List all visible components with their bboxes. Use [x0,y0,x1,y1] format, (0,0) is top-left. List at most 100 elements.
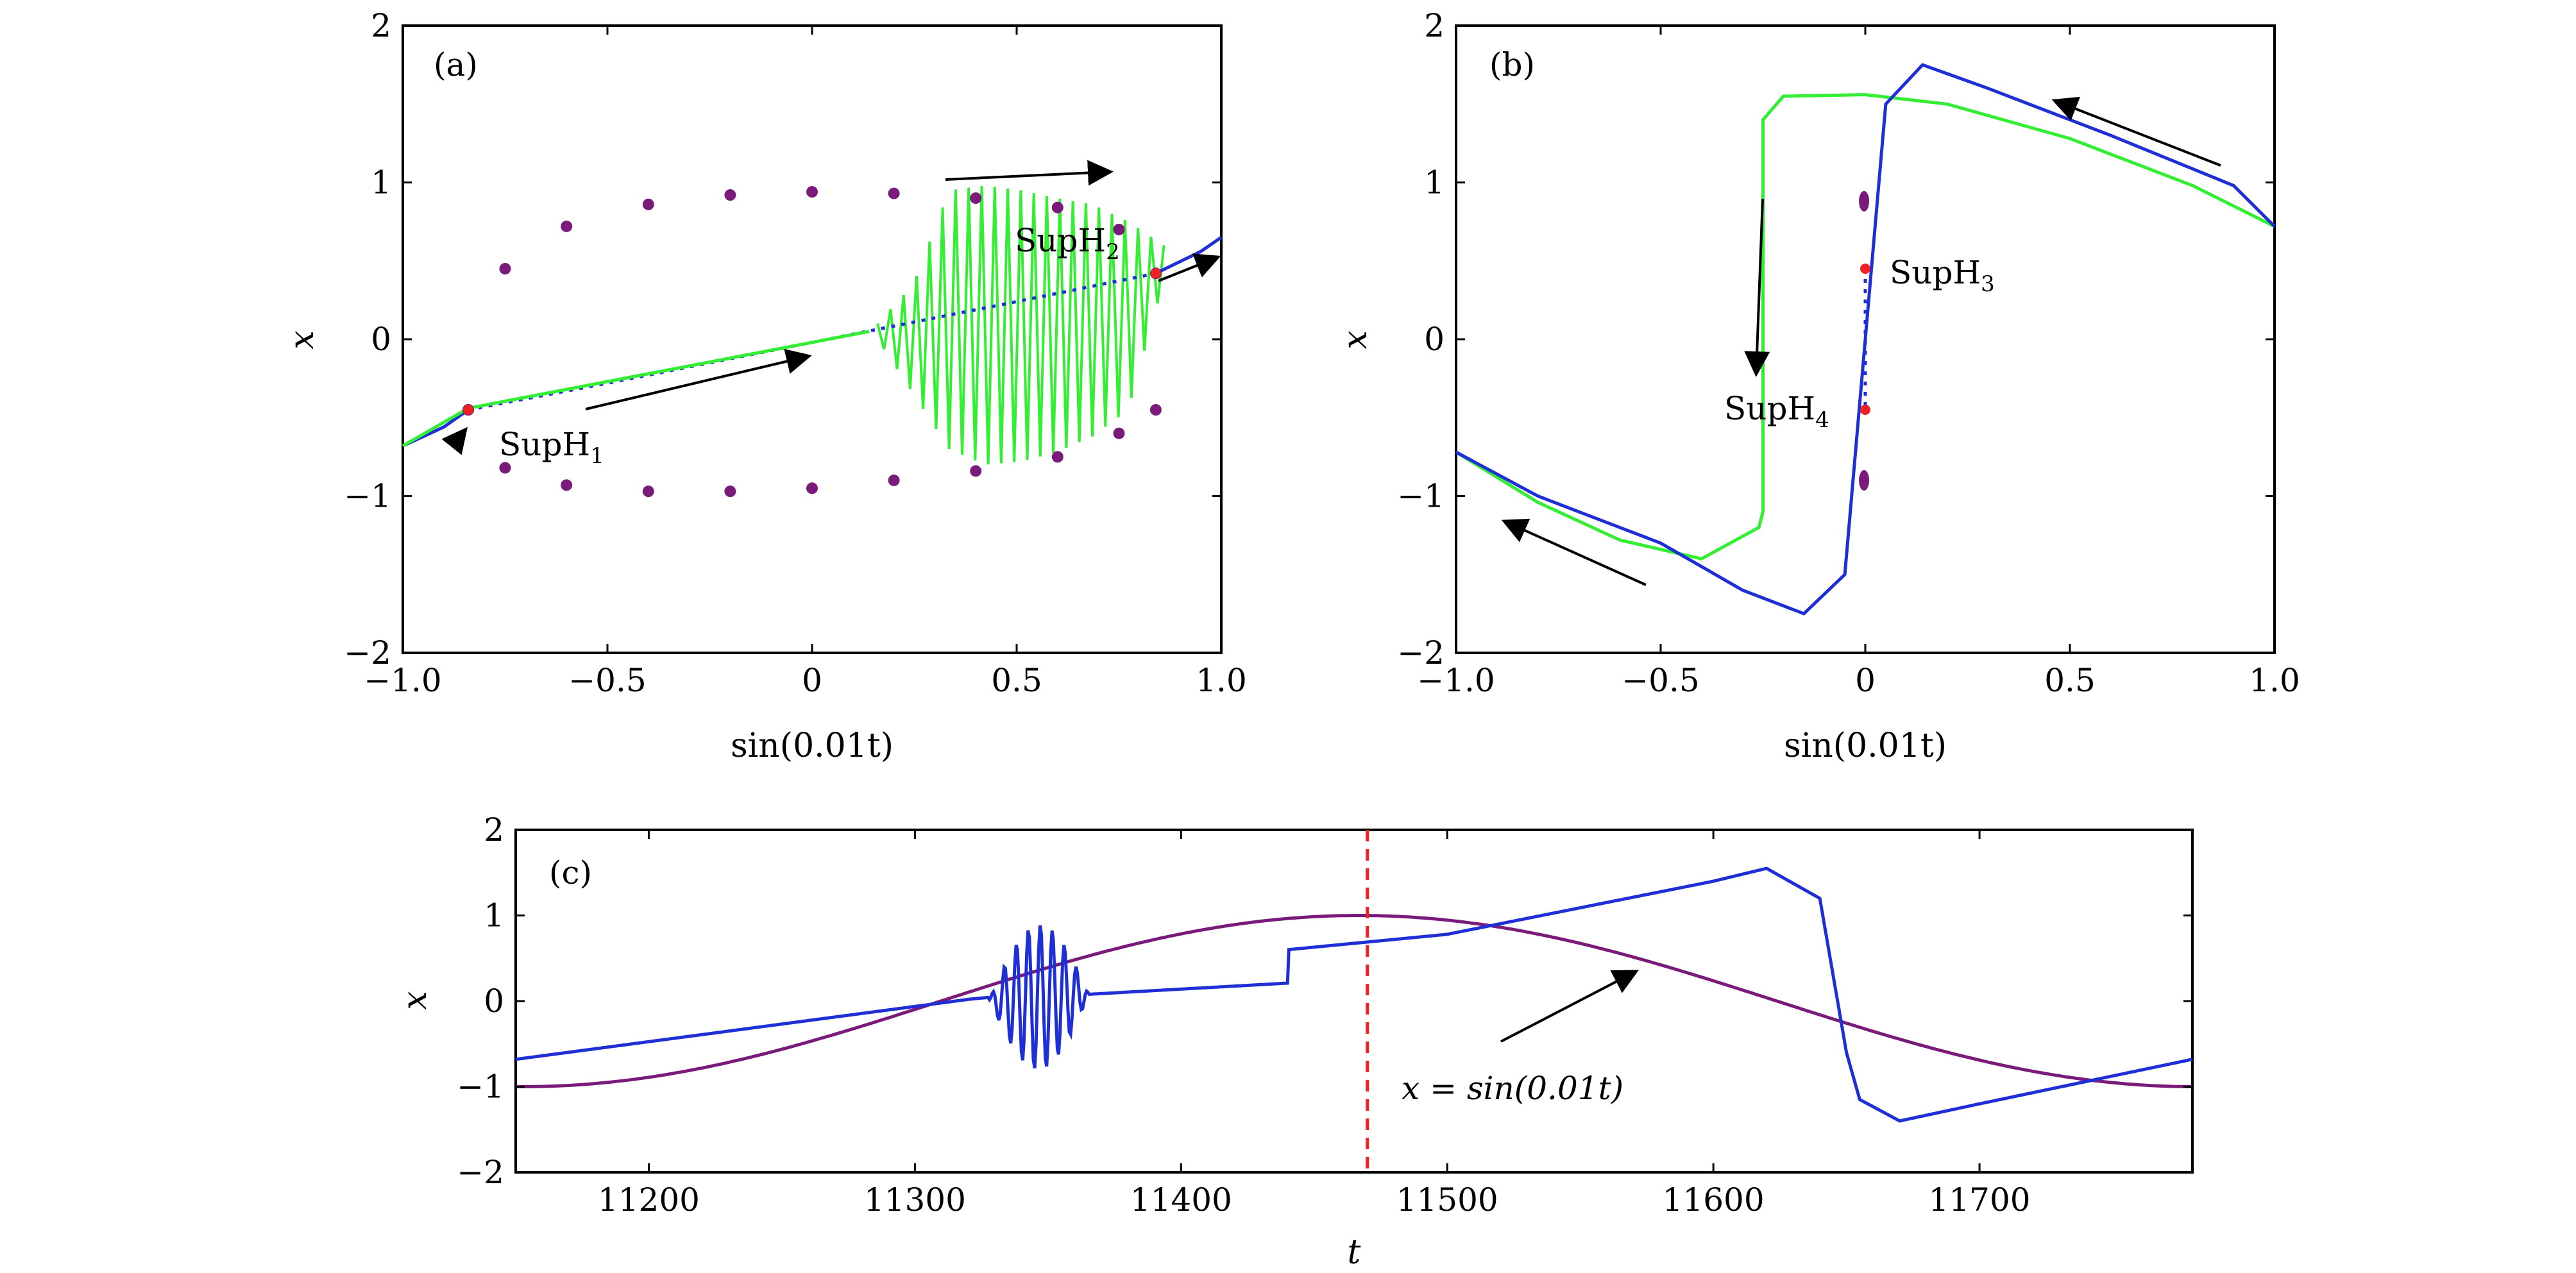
a-limit-cycle-upper-point [1113,223,1125,235]
b-ytick-label: −2 [1397,634,1445,671]
a-limit-cycle-upper-point [499,262,511,274]
a-limit-cycle-upper-point [561,220,573,232]
c-ytick-label: 1 [484,897,504,934]
arrow-b-2 [2051,97,2221,167]
suph3-label: SupH3 [1890,254,1995,297]
panel-a-series [402,186,1223,498]
a-limit-cycle-upper-point [642,198,654,210]
a-limit-cycle-lower-point [642,485,654,498]
a-limit-cycle-upper-point [806,186,818,198]
b-trajectory-blue [1455,63,2276,616]
suph1-main: SupH [499,426,590,463]
c-xtick-label: 11500 [1396,1181,1498,1218]
panel-b-tag: (b) [1489,46,1535,83]
a-limit-cycle-upper-point [888,187,900,199]
arrow-c-1 [1500,970,1640,1043]
a-limit-cycle-upper-point [970,192,982,204]
a-limit-cycle-lower-point [499,462,511,474]
b-xtick-label: −1.0 [1417,662,1495,699]
a-xtick-label: 0 [802,662,822,699]
a-limit-cycle-lower-point [970,465,982,477]
c-trajectory [515,866,2193,1123]
b-ytick-label: 2 [1424,7,1445,44]
panel-a-frame [402,24,1223,654]
panel-a-ylabel: x [283,330,321,349]
a-xtick-label: −1.0 [364,662,441,699]
panel-c-tag: (c) [549,854,592,891]
arrow-b-1 [1744,198,1770,377]
a-suph2-point [1150,268,1161,279]
a-limit-cycle-lower-point [1149,404,1162,416]
suph2-label: SupH2 [1015,222,1120,265]
a-green-oscillation [876,186,1165,465]
a-xtick-label: 0.5 [991,662,1042,699]
panel-a-tag: (a) [434,46,478,83]
a-suph1-point [463,405,474,416]
panel-b-ylabel: x [1336,330,1375,349]
suph3-main: SupH [1890,254,1981,291]
arrow-b-3 [1501,518,1647,586]
panel-b-series [1455,63,2276,616]
b-ytick-label: 0 [1424,321,1445,358]
b-xtick-label: 1.0 [2249,662,2300,699]
c-curve-label: x = sin(0.01t) [1402,1070,1623,1107]
panel-a-xlabel: sin(0.01t) [731,727,894,765]
c-ytick-label: −2 [457,1154,504,1191]
b-hopf-point [1860,405,1870,416]
a-ytick-label: 2 [371,7,391,44]
a-limit-cycle-lower-point [806,482,818,494]
b-ytick-label: −1 [1397,478,1445,515]
c-ytick-label: 0 [484,982,504,1020]
arrow-a-3 [945,160,1114,186]
b-trajectory-green [1455,93,2276,561]
a-limit-cycle-upper-point [724,189,736,201]
c-xtick-label: 11400 [1130,1181,1232,1218]
c-xtick-label: 11200 [598,1181,700,1218]
c-xtick-label: 11300 [864,1181,966,1218]
suph4-sub: 4 [1815,407,1829,433]
a-ytick-label: 1 [371,164,391,201]
panel-c-ylabel: x [396,991,434,1009]
panel-b-ticks: −1.0 −0.5 0 0.5 1.0 −2 −1 0 1 2 [1397,7,2300,699]
b-xtick-label: 0 [1855,662,1876,699]
panel-c-frame [514,829,2194,1174]
a-ytick-label: −1 [344,478,391,515]
a-ytick-label: −2 [344,634,391,671]
panel-b-xlabel: sin(0.01t) [1784,727,1947,765]
b-cycle-blob-upper [1859,190,1870,212]
a-xtick-label: 1.0 [1196,662,1247,699]
a-limit-cycle-lower-point [888,475,900,487]
a-limit-cycle-lower-point [1113,427,1125,439]
suph3-sub: 3 [1981,271,1995,297]
panel-c-ticks: 11200 11300 11400 11500 11600 11700 −2 −1 0 1 2 [457,811,2192,1218]
c-ytick-label: 2 [484,811,504,848]
arrow-a-4 [1158,253,1221,282]
panel-c-xlabel: t [1348,1233,1361,1272]
suph4-main: SupH [1724,390,1815,427]
b-cycle-blob-lower [1859,470,1870,491]
a-limit-cycle-upper-point [1051,201,1063,214]
suph1-sub: 1 [590,443,604,469]
c-sin-curve [516,914,2193,1088]
b-hopf-point [1860,263,1870,274]
b-xtick-label: −0.5 [1622,662,1699,699]
a-trajectory [402,330,870,448]
suph1-label: SupH1 [499,426,604,469]
c-xtick-label: 11600 [1663,1181,1765,1218]
a-limit-cycle-lower-point [1051,451,1063,463]
arrow-a-1 [441,426,468,455]
a-ytick-label: 0 [371,321,391,358]
a-limit-cycle-lower-point [724,485,736,498]
b-xtick-label: 0.5 [2044,662,2096,699]
a-stable-branch-right [1155,236,1223,275]
arrow-a-2 [585,348,812,410]
a-xtick-label: −0.5 [568,662,646,699]
suph4-label: SupH4 [1724,390,1829,433]
suph2-sub: 2 [1106,239,1120,265]
b-ytick-label: 1 [1424,164,1445,201]
suph2-main: SupH [1015,222,1106,259]
panel-c: 11200 11300 11400 11500 11600 11700 −2 −1 0 1 2 (c… [396,811,2194,1272]
